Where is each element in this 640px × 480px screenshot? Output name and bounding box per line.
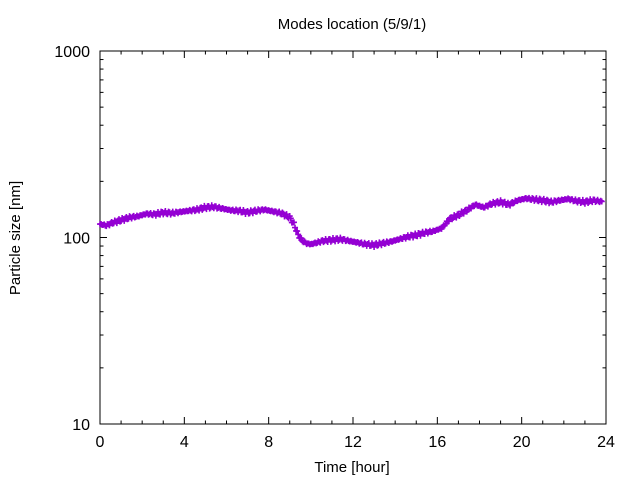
x-tick-label: 4 (180, 434, 189, 451)
data-point (290, 219, 297, 226)
data-point (501, 198, 508, 205)
data-point (279, 209, 286, 216)
plot-border (99, 50, 607, 425)
data-point (445, 218, 452, 225)
data-point (598, 198, 605, 205)
data-point (294, 228, 301, 235)
y-tick-label: 1000 (54, 44, 90, 61)
axis-tick-labels: 0 4 8 12 16 20 24 10 100 1000 (54, 44, 615, 451)
data-point (295, 231, 302, 238)
data-point (298, 235, 305, 242)
x-tick-label: 24 (597, 434, 615, 451)
data-point (540, 195, 547, 202)
axis-ticks (99, 51, 607, 425)
data-point (453, 214, 460, 221)
data-point (460, 210, 467, 217)
y-tick-label: 10 (72, 417, 90, 434)
y-axis-label: Particle size [nm] (7, 181, 24, 295)
x-tick-label: 8 (264, 434, 273, 451)
x-axis-label: Time [hour] (314, 459, 389, 476)
x-tick-label: 0 (96, 434, 105, 451)
chart-title: Modes location (5/9/1) (278, 16, 426, 33)
data-point (283, 211, 290, 218)
data-points (97, 194, 605, 250)
data-point (292, 224, 299, 231)
data-point (196, 207, 203, 214)
x-tick-label: 16 (428, 434, 446, 451)
x-tick-label: 20 (513, 434, 531, 451)
y-tick-label: 100 (63, 231, 90, 248)
plot-frame (99, 50, 607, 425)
x-tick-label: 12 (344, 434, 362, 451)
data-point (287, 215, 294, 222)
